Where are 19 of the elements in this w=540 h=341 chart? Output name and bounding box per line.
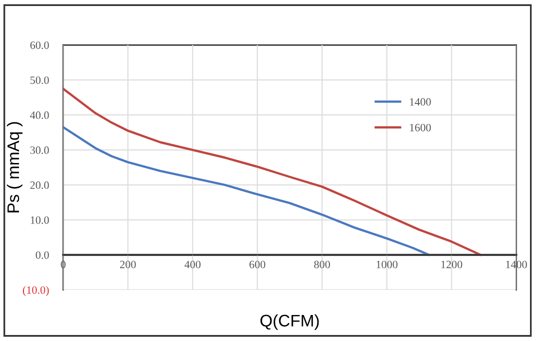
x-tick-label: 1200	[441, 260, 462, 268]
legend-label: 1600	[410, 124, 431, 132]
y-tick-label: 20.0	[30, 181, 49, 189]
legend-label: 1400	[410, 98, 431, 106]
y-tick-label: 10.0	[30, 216, 49, 224]
y-tick-label: 0.0	[36, 251, 49, 259]
x-tick-label: 400	[184, 260, 201, 268]
y-tick-label: 40.0	[30, 111, 49, 119]
x-tick-label: 600	[249, 260, 266, 268]
x-tick-label: 800	[314, 260, 330, 268]
line-series	[63, 88, 482, 256]
x-tick-label: 200	[120, 260, 136, 268]
y-tick-label: 50.0	[30, 76, 49, 84]
y-tick-label: (10.0)	[22, 286, 49, 296]
y-tick-label: 60.0	[30, 41, 49, 50]
y-tick-label: 30.0	[30, 146, 49, 154]
x-tick-label: 1000	[376, 260, 398, 268]
y-axis-title: Ps ( mmAq )	[6, 122, 22, 212]
x-axis-title: Q(CFM)	[260, 314, 319, 330]
